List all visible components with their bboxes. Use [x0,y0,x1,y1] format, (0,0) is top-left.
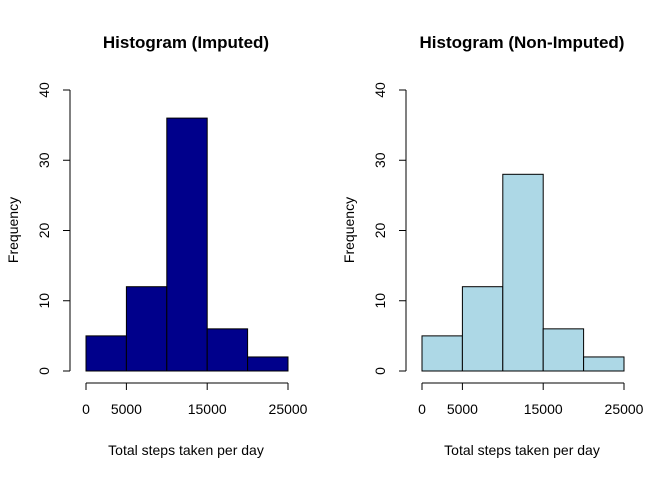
y-tick-label: 30 [372,152,388,168]
histogram-bar-4 [583,356,625,372]
x-tick-label: 15000 [524,401,563,417]
histogram-bar-1 [125,286,168,372]
y-tick-label: 40 [372,82,388,98]
x-tick-label: 25000 [605,401,644,417]
y-tick-label: 30 [36,152,52,168]
chart-title: Histogram (Imputed) [103,33,269,52]
histogram-bar-0 [421,335,463,372]
histogram-bar-2 [502,173,544,372]
y-axis-label: Frequency [5,197,21,263]
y-tick-label: 0 [372,367,388,375]
y-tick-label: 0 [36,367,52,375]
x-tick-label: 15000 [188,401,227,417]
x-tick-label: 5000 [447,401,478,417]
y-tick-label: 40 [36,82,52,98]
y-axis-label: Frequency [341,197,357,263]
histogram-panel-imputed: Histogram (Imputed) Total steps taken pe… [5,33,308,458]
x-tick-label: 0 [418,401,426,417]
x-tick-label: 5000 [111,401,142,417]
histogram-bar-0 [85,335,127,372]
y-tick-label: 10 [36,293,52,309]
x-axis-label: Total steps taken per day [108,442,264,458]
histogram-bar-1 [461,286,504,372]
histogram-bar-4 [247,356,289,372]
x-tick-label: 25000 [269,401,308,417]
bar-group [421,173,625,372]
histogram-bar-2 [166,117,208,372]
y-tick-label: 10 [372,293,388,309]
x-tick-label: 0 [82,401,90,417]
chart-title: Histogram (Non-Imputed) [420,33,625,52]
bar-group [85,117,289,372]
y-tick-label: 20 [36,223,52,239]
x-axis-label: Total steps taken per day [444,442,600,458]
histogram-panel-non-imputed: Histogram (Non-Imputed) Total steps take… [341,33,644,458]
y-axis: 0 10 20 30 40 [372,82,407,375]
x-axis: 0 5000 15000 25000 [82,382,308,417]
y-tick-label: 20 [372,223,388,239]
histogram-bar-3 [206,328,249,372]
histogram-bar-3 [542,328,585,372]
y-axis: 0 10 20 30 40 [36,82,71,375]
x-axis: 0 5000 15000 25000 [418,382,644,417]
